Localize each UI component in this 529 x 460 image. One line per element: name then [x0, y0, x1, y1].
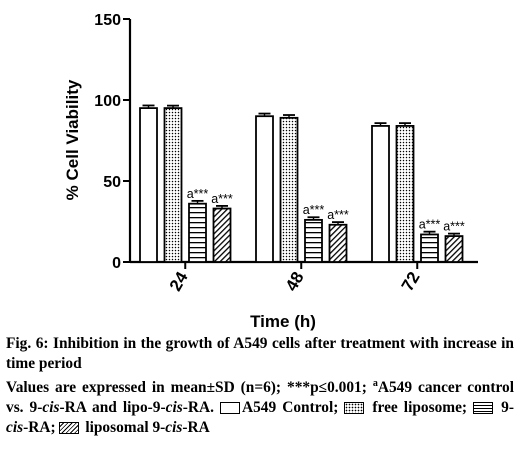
- significance-label: a***: [211, 192, 233, 206]
- bar: [188, 202, 207, 263]
- legend-swatch-control: [219, 402, 240, 415]
- bar: [371, 125, 390, 263]
- legend-swatch-liposomal: [59, 422, 80, 435]
- legend-label-9cisra-prefix: 9-: [501, 399, 514, 417]
- legend-label-liposomal-cis: cis: [165, 419, 183, 437]
- significance-label: a***: [443, 220, 465, 234]
- legend-swatch-liposome: [344, 402, 365, 415]
- bar: [255, 115, 274, 263]
- significance-label: a***: [303, 203, 325, 217]
- y-tick-label: 50: [103, 174, 121, 191]
- bar: [279, 116, 299, 263]
- significance-label: a***: [419, 218, 441, 232]
- legend-label-liposomal-suffix: -RA: [182, 419, 210, 437]
- caption-title: Fig. 6: Inhibition in the growth of A549…: [6, 335, 514, 372]
- bar: [304, 218, 323, 263]
- x-tick-label: 24: [166, 268, 192, 294]
- caption-note-end: -RA.: [182, 399, 214, 417]
- bar: [420, 233, 439, 263]
- y-axis: 0 50 100 150: [94, 12, 132, 272]
- bar: [139, 107, 158, 263]
- x-tick-label: 48: [282, 269, 308, 295]
- caption-sup: a: [372, 378, 378, 389]
- caption-note-mid: -RA and lipo-9-: [59, 399, 166, 417]
- legend-label-control: A549 Control;: [241, 399, 339, 417]
- legend-label-9cisra-suffix: -RA;: [23, 419, 56, 437]
- caption-cis-1: cis: [42, 399, 60, 417]
- y-tick-label: 0: [112, 255, 121, 272]
- legend-label-9cisra-cis: cis: [6, 419, 24, 437]
- bar: [163, 107, 183, 263]
- caption-note-prefix: Values are expressed in mean±SD (n=6); *…: [6, 379, 373, 397]
- legend-label-liposomal-prefix: liposomal 9-: [85, 419, 166, 437]
- caption-note: Values are expressed in mean±SD (n=6); *…: [6, 374, 514, 438]
- x-axis-label: Time (h): [250, 312, 316, 331]
- legend-swatch-9cisra: [473, 402, 494, 415]
- bar: [444, 235, 464, 263]
- bar: [212, 207, 232, 263]
- x-axis: 24 48 72: [130, 260, 478, 295]
- y-tick-label: 150: [94, 12, 121, 29]
- bar-series: a*** a***a*** a***a*** a***: [139, 104, 465, 263]
- x-tick-label: 72: [398, 269, 424, 295]
- y-axis-label: % Cell Viability: [63, 79, 82, 200]
- bar: [395, 125, 415, 263]
- significance-label: a***: [327, 208, 349, 222]
- caption-note-a549: A549 cancer control vs. 9-: [6, 379, 515, 417]
- significance-label: a***: [187, 187, 209, 201]
- legend-label-liposome: free liposome;: [372, 399, 468, 417]
- bar: [328, 223, 348, 263]
- y-tick-label: 100: [94, 93, 121, 110]
- figure-caption: Fig. 6: Inhibition in the growth of A549…: [6, 334, 514, 438]
- caption-cis-2: cis: [165, 399, 183, 417]
